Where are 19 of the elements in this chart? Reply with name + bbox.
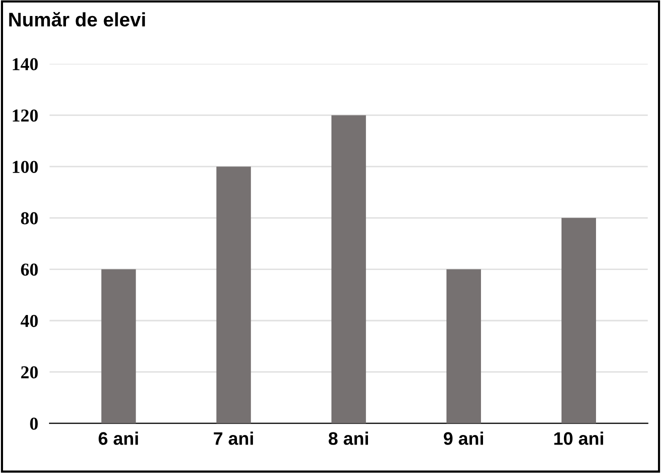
y-tick-label: 120 [12,109,38,122]
x-tick-label: 7 ani [214,432,253,445]
x-tick-label: 6 ani [98,432,138,445]
y-tick-label: 80 [21,212,38,224]
y-tick-label: 0 [30,418,38,430]
y-tick-label: 100 [12,160,38,174]
x-tick-label: 10 ani [554,432,604,445]
x-tick-label: 9 ani [444,432,484,445]
x-tick-label: 8 ani [328,432,368,445]
bar [331,115,366,424]
bar [562,218,596,424]
bar [216,166,251,424]
y-tick-label: 20 [21,366,38,378]
y-tick-label: 40 [20,314,38,328]
bar [446,269,481,424]
y-tick-label: 140 [12,58,38,70]
chart-title: Număr de elevi [9,12,145,27]
bar [101,269,136,424]
y-tick-label: 60 [21,264,38,276]
